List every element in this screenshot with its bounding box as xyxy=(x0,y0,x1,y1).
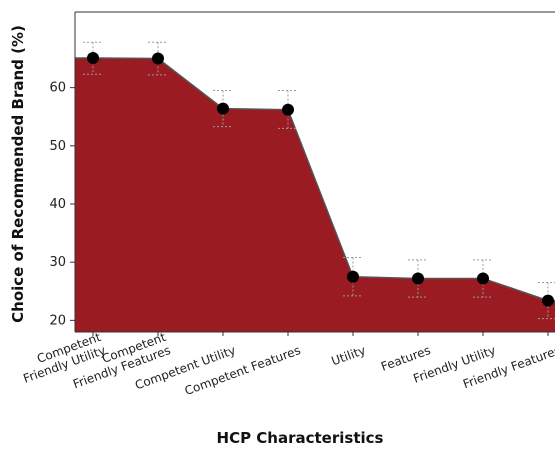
y-tick-label: 50 xyxy=(49,139,66,154)
data-point xyxy=(477,272,489,285)
data-point xyxy=(542,294,554,307)
data-markers xyxy=(87,51,554,307)
error-bar xyxy=(408,259,428,298)
y-axis-title: Choice of Recommended Brand (%) xyxy=(9,25,27,323)
error-bar xyxy=(213,90,233,128)
y-tick-label: 30 xyxy=(49,255,66,270)
y-ticks: 20 30 40 50 60 xyxy=(49,81,75,328)
data-point xyxy=(152,52,164,65)
x-ticks: CompetentFriendly UtilityCompetentFriend… xyxy=(21,330,555,398)
area-layer xyxy=(75,57,555,333)
x-tick-label: Competent Features xyxy=(183,343,303,398)
data-point xyxy=(217,102,229,115)
y-tick-label: 60 xyxy=(49,81,66,96)
data-point xyxy=(412,272,424,285)
error-bar xyxy=(473,259,493,298)
x-tick-label: Utility xyxy=(329,343,367,368)
x-axis-title: HCP Characteristics xyxy=(217,429,384,447)
y-tick-label: 20 xyxy=(49,313,66,328)
data-point xyxy=(347,270,359,283)
error-bar xyxy=(343,257,363,297)
y-tick-label: 40 xyxy=(49,197,66,212)
series-line xyxy=(75,57,555,302)
series-area xyxy=(75,57,555,333)
data-point xyxy=(87,51,99,64)
data-point xyxy=(282,103,294,116)
error-bar xyxy=(278,90,298,129)
